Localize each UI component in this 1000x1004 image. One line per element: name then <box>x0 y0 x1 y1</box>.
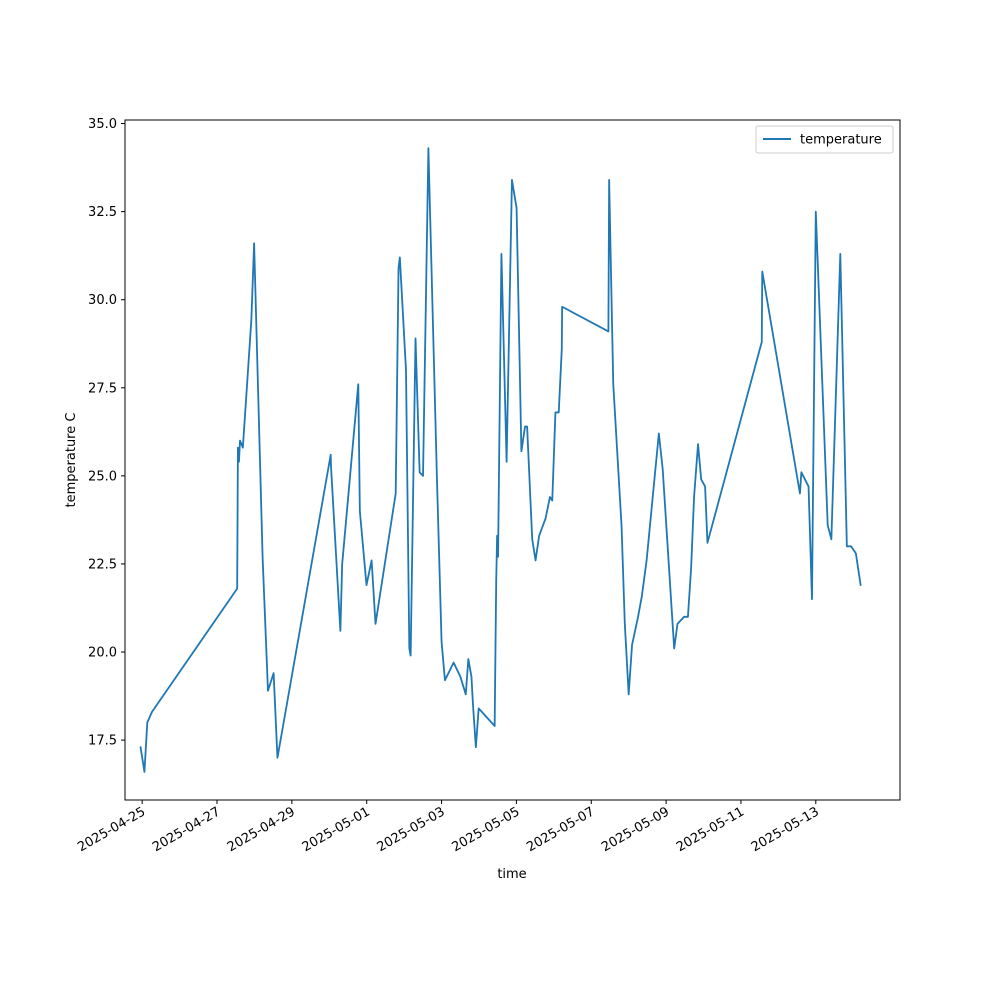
series-line-temperature <box>139 147 862 773</box>
y-tick-label: 17.5 <box>88 734 117 749</box>
axes-frame <box>124 119 901 801</box>
y-tick-label: 32.5 <box>88 205 117 220</box>
legend-label-temperature: temperature <box>800 133 882 148</box>
y-tick-label: 20.0 <box>88 646 117 661</box>
x-axis-label: time <box>497 867 526 882</box>
legend: temperature <box>755 125 894 154</box>
plot-area <box>139 147 862 773</box>
y-axis: 17.5 20.0 22.5 25.0 27.5 30.0 32.5 35.0 <box>88 117 125 749</box>
y-axis-label: temperature C <box>64 413 79 508</box>
y-tick-label: 25.0 <box>88 469 117 484</box>
axes-border <box>124 119 901 801</box>
y-tick-label: 30.0 <box>88 293 117 308</box>
y-tick-label: 35.0 <box>88 117 117 132</box>
legend-box <box>755 125 894 154</box>
y-tick-label: 27.5 <box>88 381 117 396</box>
y-tick-label: 22.5 <box>88 557 117 572</box>
